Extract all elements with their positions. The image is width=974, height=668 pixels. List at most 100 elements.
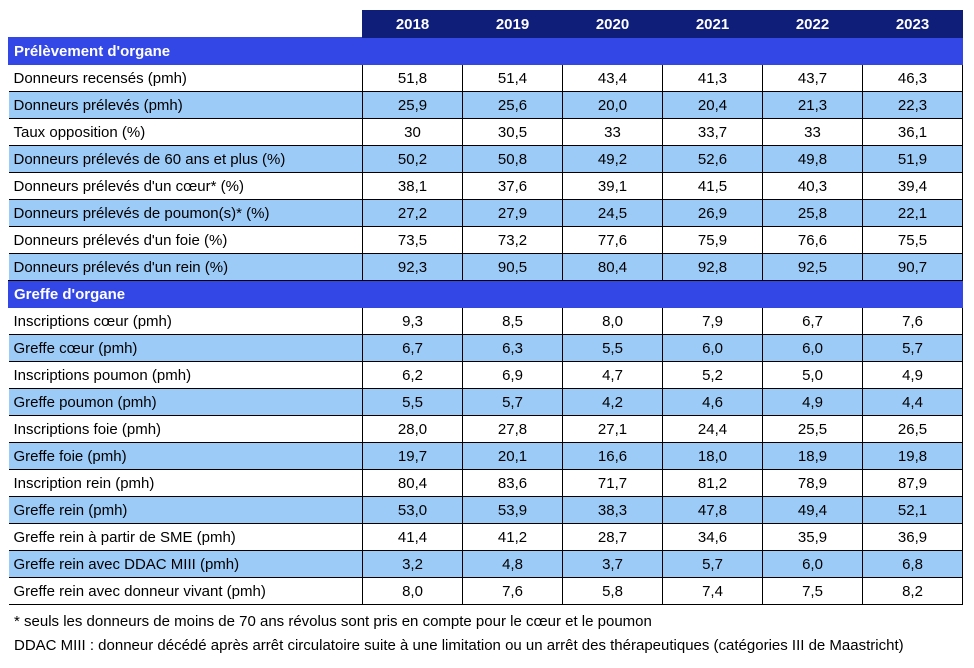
section-header-row: Greffe d'organe	[8, 280, 963, 308]
value-cell: 39,4	[862, 172, 963, 200]
row-label: Inscription rein (pmh)	[8, 469, 363, 497]
value-cell: 5,8	[562, 577, 663, 605]
value-cell: 27,8	[462, 415, 563, 443]
value-cell: 41,3	[662, 64, 763, 92]
table-row: Greffe cœur (pmh) 6,7 6,3 5,5 6,0 6,0 5,7	[8, 334, 963, 362]
value-cell: 25,5	[762, 415, 863, 443]
value-cell: 46,3	[862, 64, 963, 92]
value-cell: 25,8	[762, 199, 863, 227]
row-label: Donneurs prélevés d'un cœur* (%)	[8, 172, 363, 200]
value-cell: 73,2	[462, 226, 563, 254]
value-cell: 38,1	[362, 172, 463, 200]
value-cell: 92,5	[762, 253, 863, 281]
table-row: Donneurs prélevés de poumon(s)* (%) 27,2 2…	[8, 199, 963, 227]
value-cell: 75,5	[862, 226, 963, 254]
table-row: Donneurs prélevés de 60 ans et plus (%) 5…	[8, 145, 963, 173]
value-cell: 5,2	[662, 361, 763, 389]
value-cell: 37,6	[462, 172, 563, 200]
value-cell: 4,4	[862, 388, 963, 416]
value-cell: 52,6	[662, 145, 763, 173]
value-cell: 51,4	[462, 64, 563, 92]
value-cell: 27,2	[362, 199, 463, 227]
value-cell: 35,9	[762, 523, 863, 551]
value-cell: 34,6	[662, 523, 763, 551]
header-corner	[8, 10, 363, 38]
value-cell: 25,6	[462, 91, 563, 119]
value-cell: 28,7	[562, 523, 663, 551]
value-cell: 6,2	[362, 361, 463, 389]
value-cell: 4,9	[762, 388, 863, 416]
value-cell: 26,9	[662, 199, 763, 227]
value-cell: 76,6	[762, 226, 863, 254]
value-cell: 49,2	[562, 145, 663, 173]
row-label: Donneurs prélevés de poumon(s)* (%)	[8, 199, 363, 227]
table-row: Greffe rein avec donneur vivant (pmh) 8,0…	[8, 577, 963, 605]
value-cell: 7,9	[662, 307, 763, 335]
value-cell: 9,3	[362, 307, 463, 335]
value-cell: 52,1	[862, 496, 963, 524]
value-cell: 36,9	[862, 523, 963, 551]
value-cell: 8,2	[862, 577, 963, 605]
row-label: Donneurs prélevés de 60 ans et plus (%)	[8, 145, 363, 173]
value-cell: 51,9	[862, 145, 963, 173]
value-cell: 26,5	[862, 415, 963, 443]
value-cell: 7,4	[662, 577, 763, 605]
row-label: Greffe rein avec donneur vivant (pmh)	[8, 577, 363, 605]
value-cell: 7,6	[462, 577, 563, 605]
table-row: Inscriptions poumon (pmh) 6,2 6,9 4,7 5,2 5,0…	[8, 361, 963, 389]
value-cell: 92,8	[662, 253, 763, 281]
value-cell: 5,7	[862, 334, 963, 362]
value-cell: 8,5	[462, 307, 563, 335]
row-label: Inscriptions cœur (pmh)	[8, 307, 363, 335]
value-cell: 41,2	[462, 523, 563, 551]
value-cell: 19,7	[362, 442, 463, 470]
value-cell: 36,1	[862, 118, 963, 146]
value-cell: 50,8	[462, 145, 563, 173]
row-label: Greffe rein à partir de SME (pmh)	[8, 523, 363, 551]
value-cell: 30	[362, 118, 463, 146]
value-cell: 18,0	[662, 442, 763, 470]
value-cell: 6,0	[762, 550, 863, 578]
value-cell: 5,5	[562, 334, 663, 362]
value-cell: 22,3	[862, 91, 963, 119]
value-cell: 75,9	[662, 226, 763, 254]
value-cell: 4,9	[862, 361, 963, 389]
row-label: Greffe cœur (pmh)	[8, 334, 363, 362]
section-header-row: Prélèvement d'organe	[8, 37, 963, 65]
value-cell: 5,7	[662, 550, 763, 578]
table-row: Greffe poumon (pmh) 5,5 5,7 4,2 4,6 4,9 4,4	[8, 388, 963, 416]
value-cell: 6,0	[762, 334, 863, 362]
value-cell: 92,3	[362, 253, 463, 281]
row-label: Greffe poumon (pmh)	[8, 388, 363, 416]
value-cell: 3,7	[562, 550, 663, 578]
year-header-row: 2018 2019 2020 2021 2022 2023	[8, 10, 963, 38]
row-label: Inscriptions poumon (pmh)	[8, 361, 363, 389]
value-cell: 20,0	[562, 91, 663, 119]
value-cell: 5,5	[362, 388, 463, 416]
value-cell: 24,5	[562, 199, 663, 227]
value-cell: 6,8	[862, 550, 963, 578]
value-cell: 73,5	[362, 226, 463, 254]
value-cell: 18,9	[762, 442, 863, 470]
value-cell: 90,5	[462, 253, 563, 281]
year-header: 2021	[662, 10, 763, 38]
value-cell: 90,7	[862, 253, 963, 281]
value-cell: 4,2	[562, 388, 663, 416]
value-cell: 53,0	[362, 496, 463, 524]
year-header: 2018	[362, 10, 463, 38]
value-cell: 33	[562, 118, 663, 146]
value-cell: 7,6	[862, 307, 963, 335]
value-cell: 6,7	[362, 334, 463, 362]
value-cell: 39,1	[562, 172, 663, 200]
year-header: 2022	[762, 10, 863, 38]
table-row: Donneurs prélevés d'un rein (%) 92,3 90,5 8…	[8, 253, 963, 281]
value-cell: 6,9	[462, 361, 563, 389]
value-cell: 33,7	[662, 118, 763, 146]
value-cell: 49,8	[762, 145, 863, 173]
value-cell: 27,9	[462, 199, 563, 227]
table-row: Donneurs prélevés (pmh) 25,9 25,6 20,0 20,4 2…	[8, 91, 963, 119]
value-cell: 27,1	[562, 415, 663, 443]
value-cell: 3,2	[362, 550, 463, 578]
year-header: 2020	[562, 10, 663, 38]
row-label: Greffe rein (pmh)	[8, 496, 363, 524]
